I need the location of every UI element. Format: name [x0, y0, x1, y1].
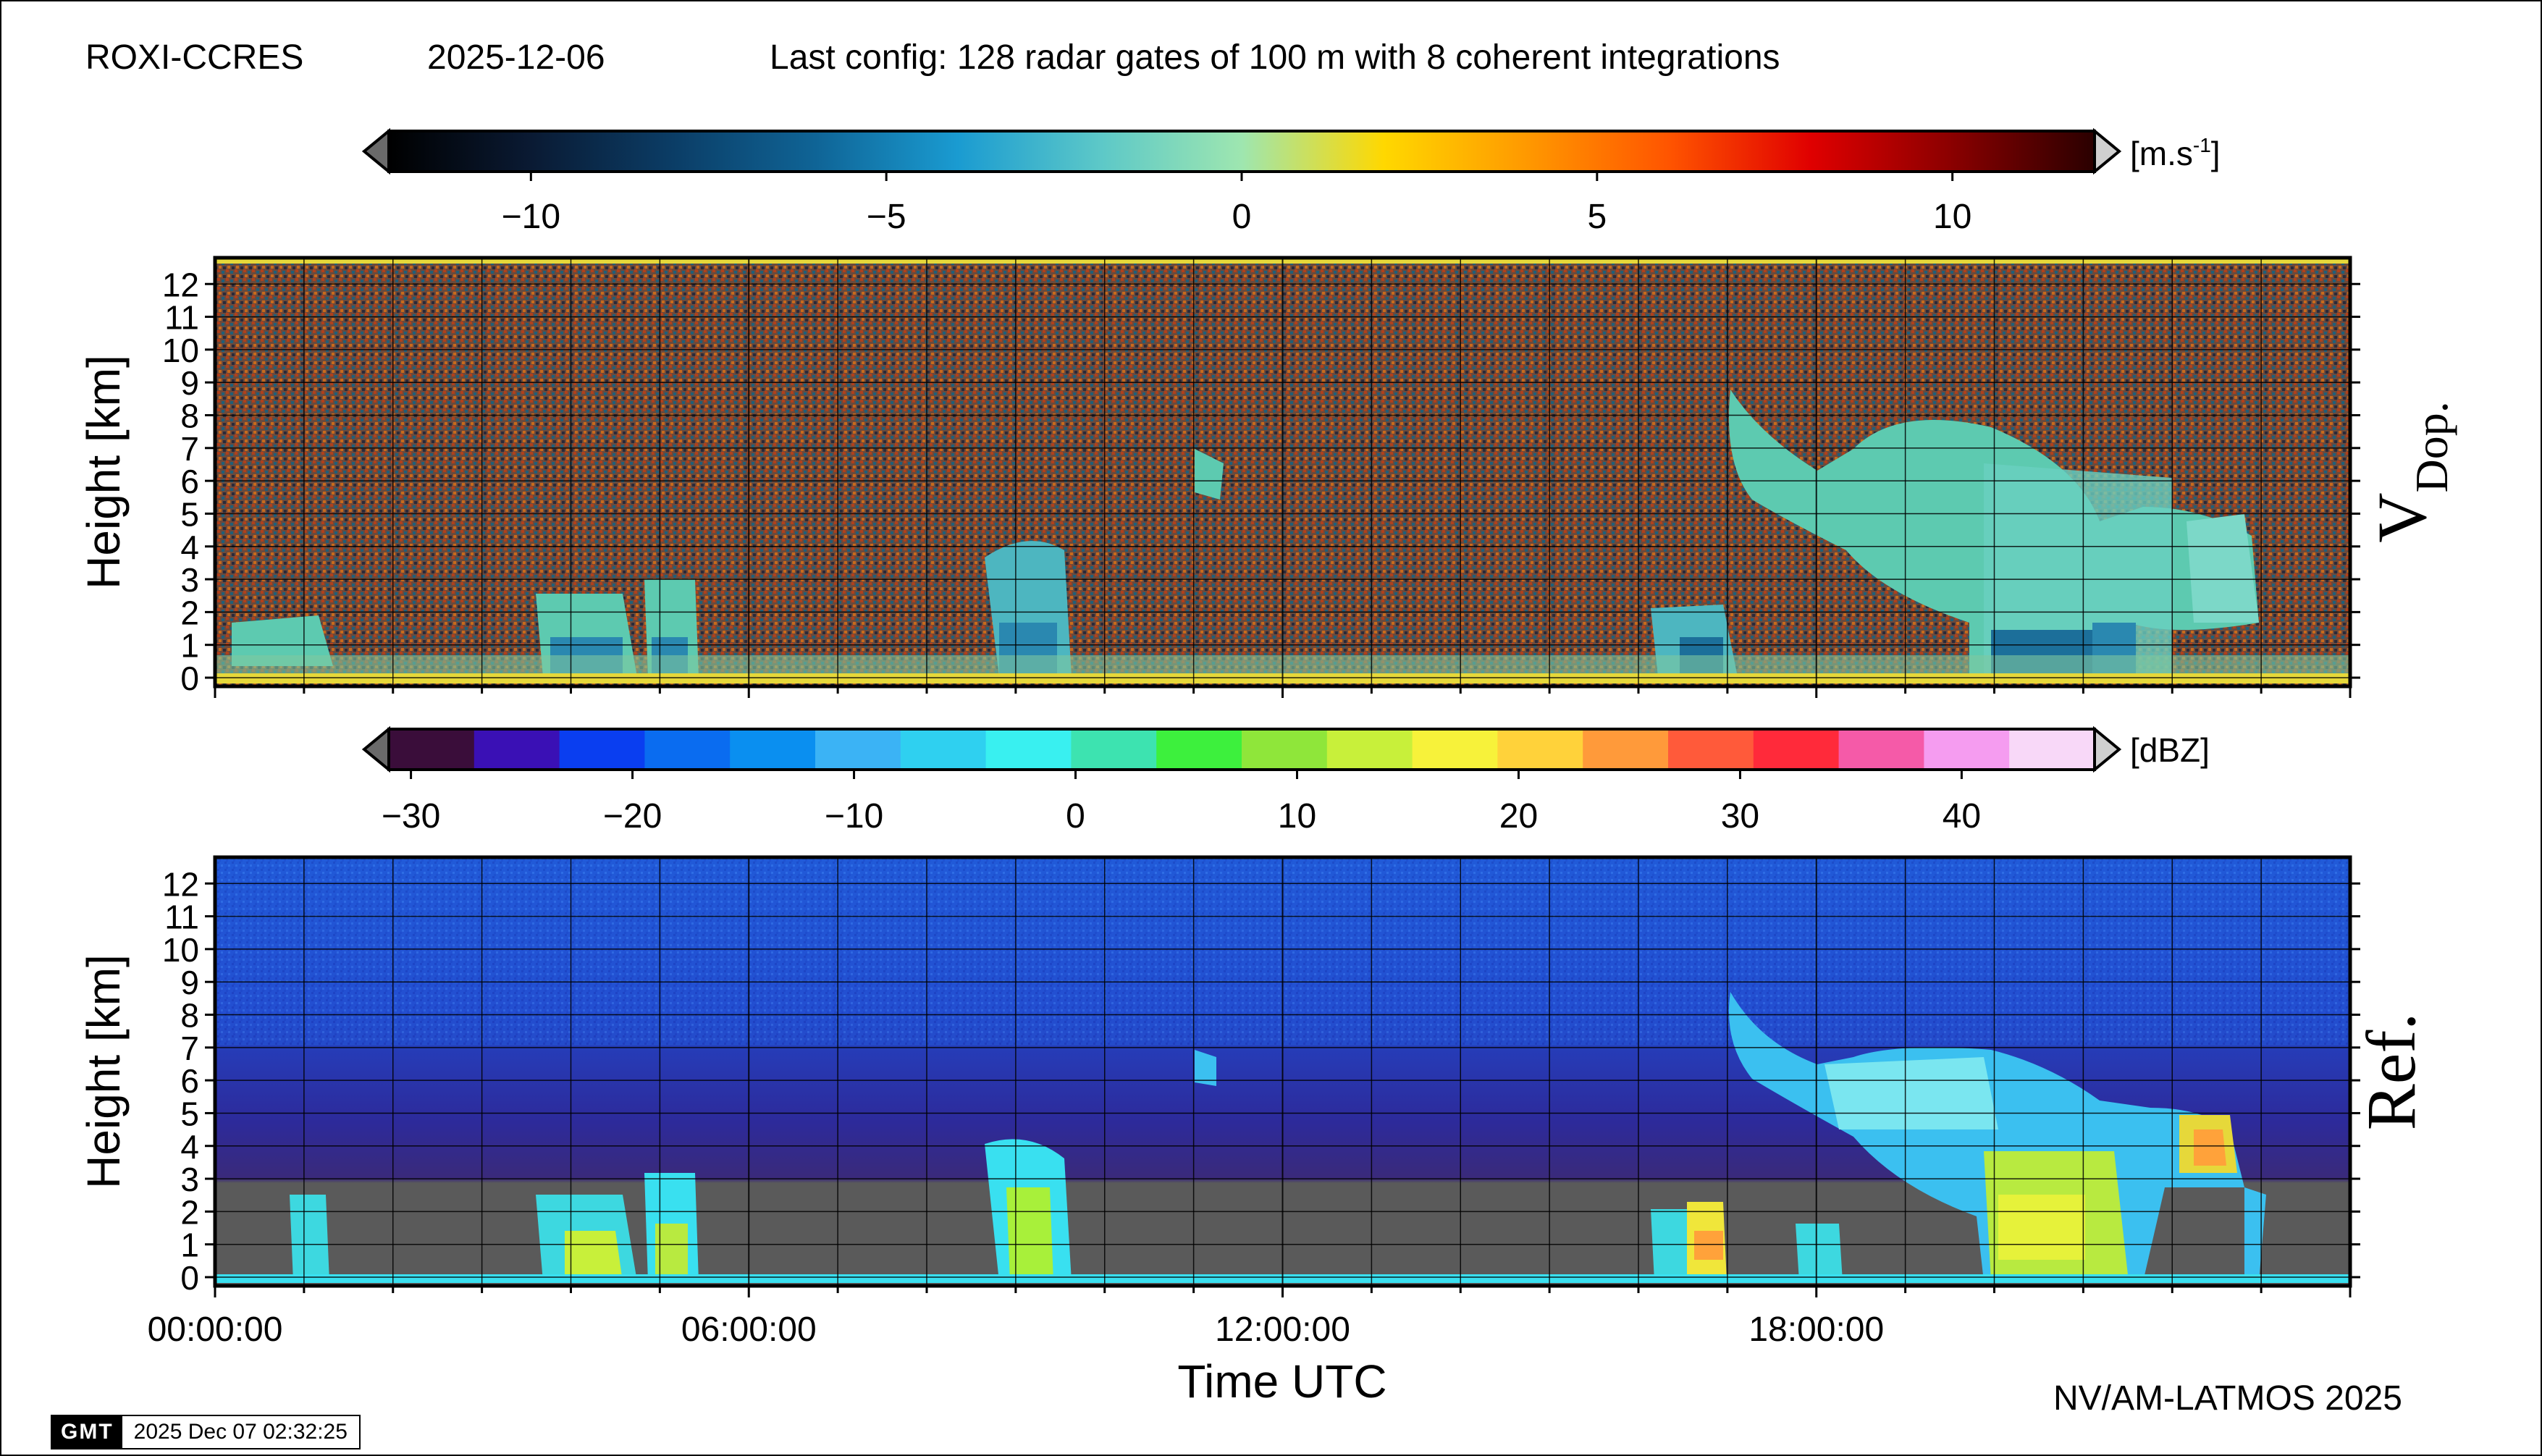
reflectivity-ytick-label: 4: [180, 1128, 199, 1166]
reflectivity-colorbar-tick-label: −20: [603, 797, 662, 836]
reflectivity-xlabel: Time UTC: [1177, 1355, 1386, 1407]
reflectivity-ytick-label: 0: [180, 1259, 199, 1297]
reflectivity-ytick-label: 1: [180, 1226, 199, 1264]
config-label: Last config: 128 radar gates of 100 m wi…: [770, 38, 1780, 77]
reflectivity-xtick-label: 18:00:00: [1748, 1310, 1884, 1349]
velocity-ytick-label: 8: [180, 397, 199, 435]
reflectivity-colorbar-block: [900, 729, 987, 770]
velocity-ytick-label: 10: [162, 332, 199, 369]
velocity-colorbar-low-arrow: [361, 127, 390, 175]
reflectivity-xtick-label: 12:00:00: [1215, 1310, 1350, 1349]
velocity-ytick-label: 5: [180, 495, 199, 533]
velocity-ytick-label: 7: [180, 430, 199, 468]
reflectivity-ytick-label: 2: [180, 1193, 199, 1231]
gmt-logo: GMT: [52, 1416, 122, 1448]
reflectivity-ytick-label: 6: [180, 1062, 199, 1100]
velocity-ytick-label: 0: [180, 660, 199, 697]
reflectivity-colorbar-tick-label: 40: [1943, 797, 1981, 836]
velocity-colorbar-tick-label: 5: [1587, 198, 1607, 236]
reflectivity-colorbar: −30 −20 −10 0 10 20 30 40 [dBZ]: [361, 725, 2210, 836]
reflectivity-colorbar-block: [1242, 729, 1328, 770]
velocity-ytick-label: 9: [180, 364, 199, 402]
velocity-colorbar-tick-label: −5: [867, 198, 906, 236]
reflectivity-ytick-label: 9: [180, 964, 199, 1001]
reflectivity-ytick-label: 7: [180, 1030, 199, 1067]
reflectivity-ytick-label: 12: [162, 865, 199, 903]
reflectivity-colorbar-unit: [dBZ]: [2130, 731, 2210, 769]
velocity-ytick-label: 3: [180, 561, 199, 599]
reflectivity-colorbar-block: [1668, 729, 1754, 770]
velocity-colorbar-high-arrow: [2093, 127, 2122, 175]
velocity-colorbar-tick-label: 0: [1232, 198, 1252, 236]
velocity-ytick-label: 12: [162, 266, 199, 303]
reflectivity-xtick-label: 00:00:00: [148, 1310, 283, 1349]
reflectivity-colorbar-block: [1412, 729, 1498, 770]
reflectivity-ytick-label: 5: [180, 1095, 199, 1132]
reflectivity-colorbar-block: [1156, 729, 1242, 770]
reflectivity-ytick-label: 8: [180, 997, 199, 1035]
reflectivity-echo-regions: [290, 992, 2266, 1282]
velocity-colorbar-unit: [m.s-1]: [2130, 134, 2221, 172]
reflectivity-colorbar-block: [1753, 729, 1840, 770]
reflectivity-xtick-label: 06:00:00: [681, 1310, 817, 1349]
gmt-timestamp: 2025 Dec 07 02:32:25: [133, 1420, 348, 1444]
reflectivity-colorbar-block: [559, 729, 645, 770]
reflectivity-colorbar-block: [1924, 729, 2010, 770]
reflectivity-colorbar-block: [1326, 729, 1413, 770]
reflectivity-colorbar-tick-label: 0: [1066, 797, 1085, 836]
reflectivity-colorbar-block: [985, 729, 1072, 770]
reflectivity-colorbar-tick-label: −10: [825, 797, 883, 836]
reflectivity-panel-label: Ref.: [2352, 1013, 2430, 1131]
reflectivity-colorbar-tick-label: 20: [1499, 797, 1538, 836]
reflectivity-colorbar-block: [644, 729, 731, 770]
reflectivity-ytick-label: 10: [162, 931, 199, 969]
reflectivity-colorbar-block: [2009, 729, 2095, 770]
velocity-colorbar-gradient: [387, 130, 2096, 173]
velocity-ytick-label: 4: [180, 529, 199, 566]
reflectivity-ytick-label: 3: [180, 1161, 199, 1198]
reflectivity-colorbar-block: [389, 729, 475, 770]
reflectivity-colorbar-tick-label: −30: [382, 797, 440, 836]
reflectivity-colorbar-block: [1497, 729, 1583, 770]
date-label: 2025-12-06: [427, 38, 605, 77]
station-label: ROXI-CCRES: [85, 38, 304, 77]
reflectivity-colorbar-block: [1583, 729, 1669, 770]
reflectivity-colorbar-block: [474, 729, 560, 770]
velocity-ytick-label: 11: [164, 299, 199, 337]
reflectivity-colorbar-block: [730, 729, 816, 770]
gmt-badge: GMT 2025 Dec 07 02:32:25: [51, 1415, 361, 1449]
velocity-ytick-label: 2: [180, 594, 199, 631]
reflectivity-colorbar-block: [1071, 729, 1157, 770]
reflectivity-colorbar-low-arrow: [361, 725, 390, 773]
velocity-panel-label: VDop.: [2363, 401, 2457, 543]
velocity-ytick-label: 1: [180, 627, 199, 665]
velocity-colorbar-tick-label: −10: [502, 198, 560, 236]
velocity-ylabel: Height [km]: [77, 355, 130, 589]
reflectivity-colorbar-block: [815, 729, 901, 770]
reflectivity-colorbar-tick-label: 10: [1278, 797, 1316, 836]
velocity-colorbar: −10 −5 0 5 10 [m.s-1]: [361, 127, 2221, 236]
credit-label: NV/AM-LATMOS 2025: [2053, 1379, 2402, 1418]
reflectivity-colorbar-high-arrow: [2093, 725, 2122, 773]
velocity-ytick-label: 6: [180, 463, 199, 500]
reflectivity-ylabel: Height [km]: [77, 954, 130, 1189]
reflectivity-colorbar-block: [1838, 729, 1924, 770]
reflectivity-colorbar-tick-label: 30: [1721, 797, 1759, 836]
reflectivity-ytick-label: 11: [164, 899, 199, 936]
velocity-colorbar-tick-label: 10: [1933, 198, 1971, 236]
